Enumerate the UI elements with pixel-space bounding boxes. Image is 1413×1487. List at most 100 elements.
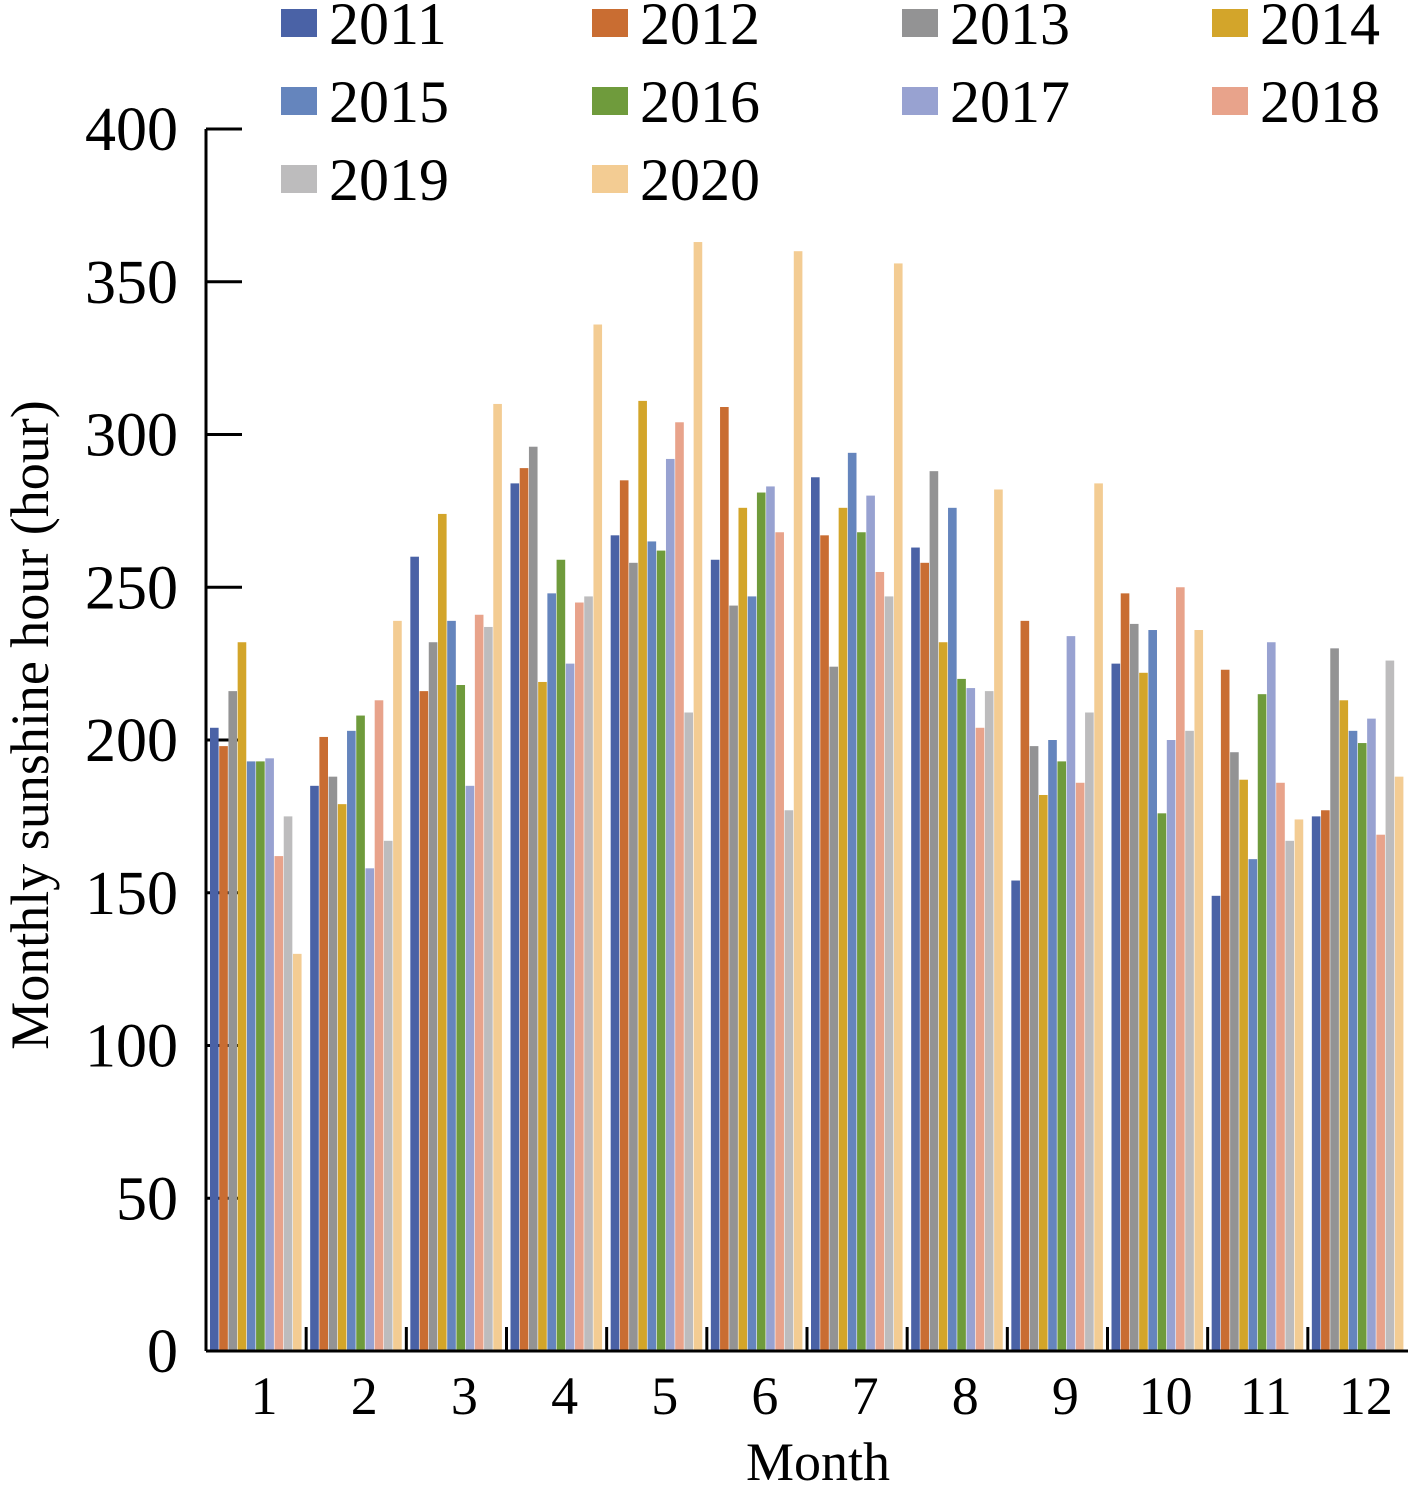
bar-2012-month-7 (820, 535, 829, 1351)
x-tick-label: 8 (952, 1366, 979, 1426)
bar-2013-month-7 (829, 666, 839, 1351)
bar-2016-month-9 (1057, 761, 1067, 1351)
y-axis: 0 50 100 150 200 250 300 350 400 (85, 96, 242, 1386)
bar-2020-month-6 (793, 251, 803, 1352)
legend-swatch (902, 9, 938, 37)
bar-2014-month-5 (638, 400, 647, 1351)
legend-swatch (281, 87, 317, 115)
x-tick-label: 10 (1139, 1366, 1193, 1426)
bar-2020-month-10 (1194, 630, 1204, 1351)
bar-2015-month-5 (647, 541, 657, 1351)
bar-2018-month-7 (875, 571, 885, 1351)
bar-2012-month-5 (619, 480, 629, 1351)
bar-2018-month-10 (1176, 587, 1185, 1351)
legend-label: 2016 (640, 69, 760, 135)
bar-2020-month-8 (994, 489, 1003, 1351)
bar-2016-month-1 (256, 761, 265, 1351)
bar-2015-month-12 (1348, 730, 1358, 1351)
bar-2013-month-2 (328, 776, 338, 1351)
bar-2015-month-7 (847, 452, 857, 1352)
bar-2019-month-5 (684, 712, 694, 1351)
bar-2016-month-12 (1357, 743, 1367, 1351)
legend-item-2017: 2017 (902, 69, 1070, 135)
bar-2016-month-4 (556, 559, 566, 1351)
legend: 2011 2012 2013 2014 2015 2016 2017 2018 2019 2020 (281, 0, 1380, 213)
bar-2012-month-4 (519, 468, 529, 1351)
bar-2017-month-12 (1367, 718, 1376, 1351)
bars (210, 242, 1404, 1352)
bar-2019-month-7 (884, 596, 894, 1351)
bar-2014-month-1 (237, 642, 247, 1351)
bar-2020-month-1 (292, 953, 302, 1351)
bar-2020-month-5 (693, 242, 703, 1351)
bar-2011-month-4 (510, 483, 520, 1351)
legend-item-2020: 2020 (592, 147, 760, 213)
bar-2018-month-8 (975, 727, 985, 1351)
x-tick-label: 7 (852, 1366, 879, 1426)
bar-2020-month-2 (393, 620, 402, 1351)
bar-2012-month-8 (920, 562, 929, 1351)
bar-2019-month-12 (1385, 660, 1395, 1351)
bar-2018-month-3 (474, 614, 484, 1351)
legend-label: 2011 (329, 0, 447, 57)
y-tick-label: 350 (85, 249, 178, 317)
bar-2016-month-3 (456, 685, 466, 1351)
bar-2014-month-9 (1038, 794, 1048, 1351)
x-tick-label: 6 (751, 1366, 778, 1426)
legend-item-2019: 2019 (281, 147, 449, 213)
legend-item-2013: 2013 (902, 0, 1070, 57)
bar-2016-month-10 (1157, 813, 1167, 1351)
x-tick-label: 3 (451, 1366, 478, 1426)
bar-2015-month-3 (447, 620, 456, 1351)
bar-2018-month-2 (374, 700, 384, 1351)
legend-swatch (902, 87, 938, 115)
bar-2017-month-3 (465, 785, 475, 1351)
x-axis-title: Month (746, 1432, 890, 1487)
bar-2014-month-12 (1339, 700, 1349, 1351)
bar-2018-month-4 (575, 602, 584, 1351)
bar-2019-month-8 (984, 691, 994, 1351)
bar-2013-month-12 (1330, 648, 1339, 1351)
bar-2020-month-7 (893, 263, 903, 1351)
legend-swatch (281, 9, 317, 37)
y-tick-label: 300 (85, 402, 178, 470)
legend-swatch (1212, 9, 1248, 37)
legend-label: 2013 (950, 0, 1070, 57)
bar-2017-month-7 (866, 495, 875, 1352)
bar-2011-month-9 (1011, 880, 1020, 1351)
bar-2013-month-9 (1029, 746, 1039, 1351)
bar-2015-month-6 (747, 596, 757, 1351)
y-tick-label: 400 (85, 96, 178, 164)
legend-swatch (281, 165, 317, 193)
bar-2013-month-3 (428, 642, 438, 1351)
bar-2016-month-7 (857, 532, 866, 1351)
bar-2019-month-10 (1185, 730, 1194, 1351)
bar-2014-month-10 (1139, 672, 1148, 1351)
legend-label: 2018 (1260, 69, 1380, 135)
bar-2011-month-5 (610, 535, 620, 1351)
bar-2017-month-1 (265, 758, 274, 1351)
bar-2017-month-9 (1066, 636, 1076, 1351)
bar-2018-month-9 (1075, 782, 1085, 1351)
bar-2015-month-8 (948, 507, 957, 1351)
bar-2018-month-5 (675, 422, 684, 1351)
x-tick-label: 9 (1052, 1366, 1079, 1426)
bar-2019-month-2 (383, 840, 393, 1351)
y-axis-title: Monthly sunshine hour (hour) (0, 400, 60, 1049)
bar-2011-month-1 (210, 727, 219, 1351)
x-axis: 1 2 3 4 5 6 7 8 9 10 11 12 (206, 1327, 1408, 1426)
x-tick-label: 11 (1240, 1366, 1292, 1426)
bar-2016-month-6 (756, 492, 766, 1351)
bar-2014-month-3 (437, 513, 447, 1351)
legend-label: 2014 (1260, 0, 1380, 57)
y-tick-label: 50 (116, 1165, 178, 1233)
x-tick-label: 4 (551, 1366, 578, 1426)
bar-2018-month-1 (274, 856, 284, 1351)
bar-2020-month-3 (493, 403, 502, 1351)
bar-2018-month-11 (1276, 782, 1285, 1351)
bar-2020-month-11 (1294, 819, 1304, 1351)
bar-2018-month-6 (775, 532, 784, 1351)
x-tick-label: 1 (251, 1366, 278, 1426)
bar-2019-month-9 (1085, 712, 1094, 1351)
